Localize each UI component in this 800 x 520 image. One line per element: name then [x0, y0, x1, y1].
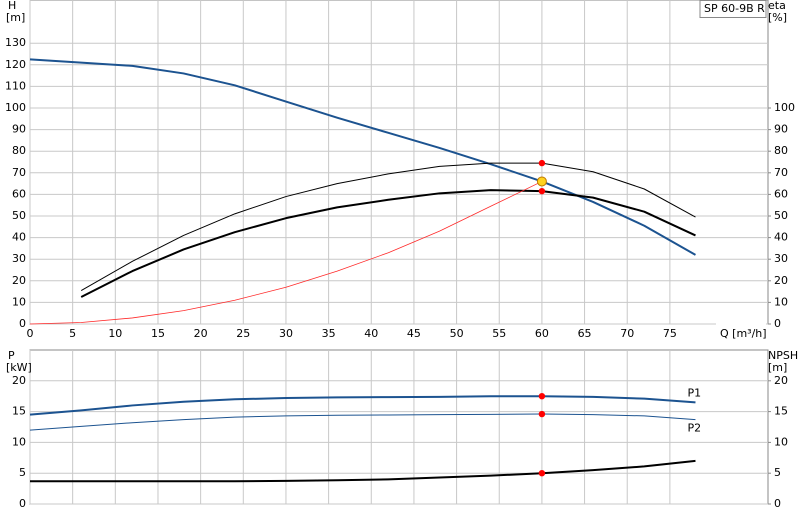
x-tick-label: 20 — [194, 327, 208, 340]
x-tick-label: 10 — [108, 327, 122, 340]
y-tick-label: 100 — [5, 101, 26, 114]
y-tick-label: 60 — [12, 187, 26, 200]
y2-tick-label: 20 — [774, 374, 788, 387]
x-axis-label-bg — [716, 317, 766, 331]
y-tick-label: 30 — [12, 252, 26, 265]
y2-axis-unit: [m] — [768, 361, 787, 374]
y-tick-label: 0 — [19, 317, 26, 330]
x-tick-label: 60 — [535, 327, 549, 340]
y-tick-label: 5 — [19, 466, 26, 479]
y2-tick-label: 70 — [774, 166, 788, 179]
series-label: P1 — [687, 386, 701, 399]
y-tick-label: 40 — [12, 231, 26, 244]
y-axis-label: H — [8, 0, 16, 12]
y2-tick-label: 50 — [774, 209, 788, 222]
y2-axis-label: eta — [768, 0, 786, 12]
y2-tick-label: 60 — [774, 187, 788, 200]
x-tick-label: 35 — [322, 327, 336, 340]
y2-tick-label: 30 — [774, 252, 788, 265]
y-axis-label: P — [8, 349, 15, 362]
x-tick-label: 25 — [236, 327, 250, 340]
y-tick-label: 20 — [12, 274, 26, 287]
title-box — [699, 0, 767, 18]
y-tick-label: 20 — [12, 374, 26, 387]
y-tick-label: 110 — [5, 79, 26, 92]
x-tick-label: 30 — [279, 327, 293, 340]
series-line — [29, 181, 543, 325]
y-tick-label: 10 — [12, 295, 26, 308]
x-tick-label: 75 — [663, 327, 677, 340]
series-line — [30, 459, 696, 483]
series-line — [29, 395, 696, 416]
duty-point — [538, 410, 546, 418]
y2-tick-label: 40 — [774, 231, 788, 244]
y2-tick-label: 0 — [774, 317, 781, 330]
y-tick-label: 130 — [5, 36, 26, 49]
x-tick-label: 65 — [578, 327, 592, 340]
duty-point — [538, 470, 546, 477]
x-tick-label: 55 — [492, 327, 506, 340]
duty-point — [538, 393, 546, 400]
series-label: P2 — [687, 422, 701, 435]
y2-axis-label: NPSH — [768, 349, 798, 362]
y2-tick-label: 15 — [774, 405, 788, 418]
series-line — [80, 162, 696, 291]
x-tick-label: 0 — [27, 327, 34, 340]
y-tick-label: 120 — [5, 58, 26, 71]
series-line — [29, 413, 696, 431]
y2-tick-label: 80 — [774, 144, 788, 157]
x-axis-label: Q [m³/h] — [720, 327, 767, 340]
duty-point — [536, 176, 547, 187]
y2-tick-label: 20 — [774, 274, 788, 287]
x-tick-label: 70 — [620, 327, 634, 340]
y2-axis-unit: [%] — [768, 11, 787, 24]
y-tick-label: 50 — [12, 209, 26, 222]
y-tick-label: 15 — [12, 405, 26, 418]
plot-frame — [29, 0, 769, 325]
y-axis-unit: [kW] — [6, 361, 32, 374]
y2-tick-label: 0 — [774, 497, 781, 510]
y-tick-label: 90 — [12, 123, 26, 136]
y2-tick-label: 100 — [774, 101, 795, 114]
y-tick-label: 0 — [19, 497, 26, 510]
y2-tick-label: 5 — [774, 466, 781, 479]
duty-point — [538, 159, 546, 167]
x-tick-label: 5 — [69, 327, 76, 340]
series-line — [29, 58, 696, 256]
duty-point — [538, 187, 546, 195]
y2-tick-label: 10 — [774, 435, 788, 448]
chart-title: SP 60-9B R — [704, 2, 765, 15]
x-tick-label: 15 — [151, 327, 165, 340]
y2-tick-label: 90 — [774, 123, 788, 136]
y-axis-unit: [m] — [6, 11, 25, 24]
y-tick-label: 70 — [12, 166, 26, 179]
y-tick-label: 80 — [12, 144, 26, 157]
x-tick-label: 45 — [407, 327, 421, 340]
y-tick-label: 10 — [12, 435, 26, 448]
x-tick-label: 40 — [364, 327, 378, 340]
x-tick-label: 50 — [450, 327, 464, 340]
series-line — [80, 189, 696, 298]
y2-tick-label: 10 — [774, 295, 788, 308]
